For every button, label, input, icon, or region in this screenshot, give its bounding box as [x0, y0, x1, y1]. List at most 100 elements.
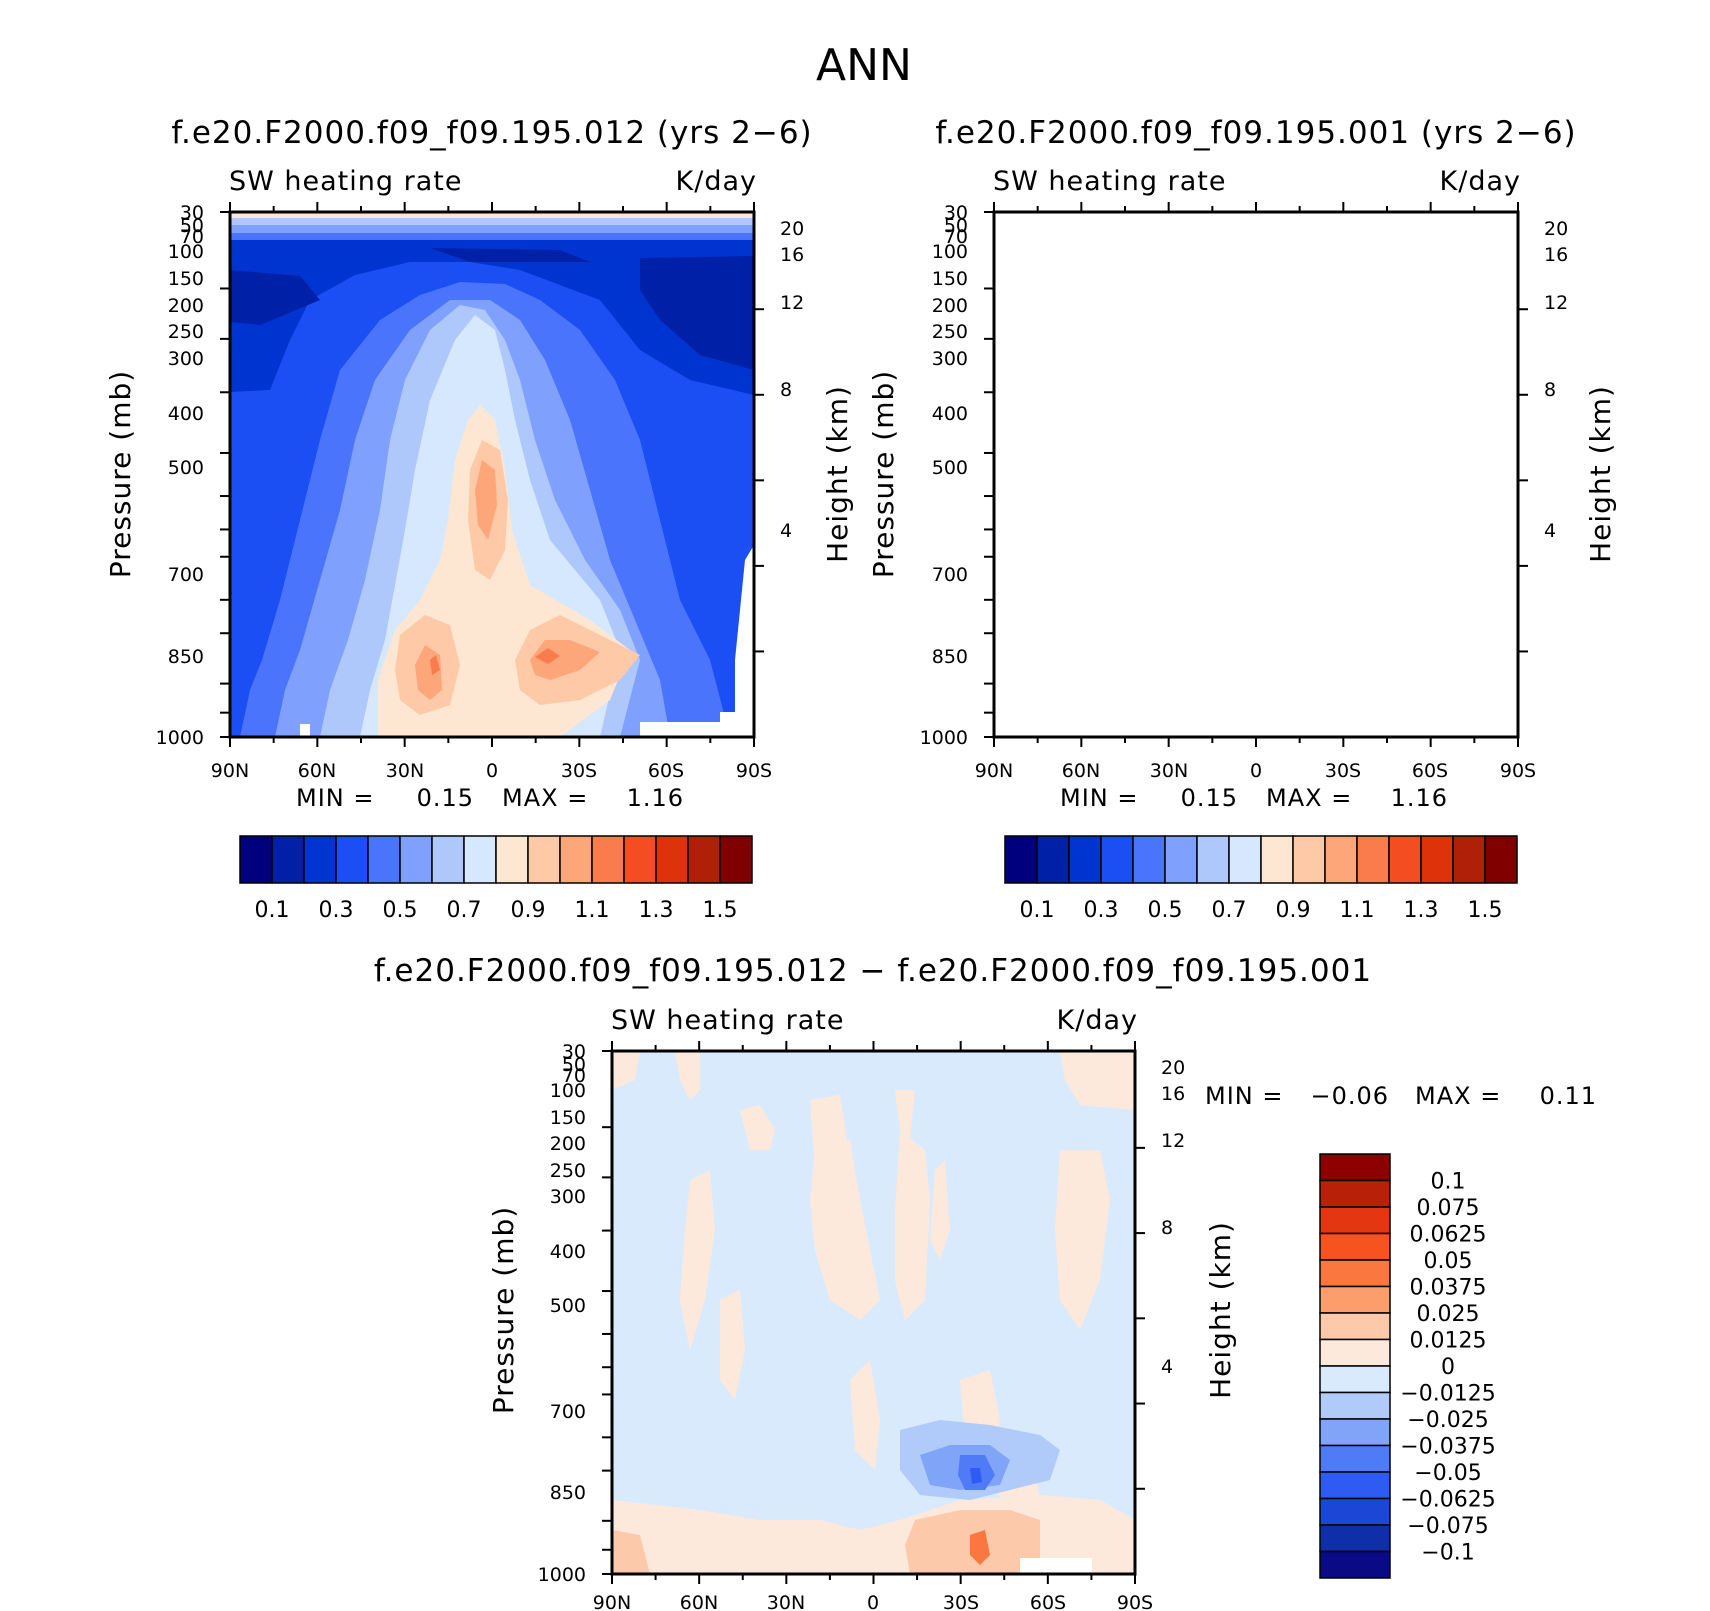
colorbar-label: 0.1	[255, 898, 290, 923]
colorbar-label: −0.0125	[1400, 1382, 1495, 1407]
tick-label: 4	[1161, 1356, 1173, 1378]
upper-band-4	[230, 233, 754, 240]
tick-label: 150	[168, 268, 204, 290]
colorbar-label: 0.3	[1084, 898, 1119, 923]
tick-label: 1000	[538, 1564, 586, 1586]
tick-label: 90N	[211, 760, 249, 782]
left-tick-marks	[984, 211, 994, 738]
contour-field	[994, 212, 1518, 737]
tick-label: 100	[550, 1080, 586, 1102]
upper-band	[230, 212, 754, 218]
left-tick-marks	[220, 211, 230, 738]
variable-label: SW heating rate	[229, 166, 462, 197]
tick-label: 50	[180, 215, 204, 237]
min-value: 0.15	[1181, 784, 1238, 812]
tick-label: 500	[168, 457, 204, 479]
max-label: MAX =	[502, 784, 588, 812]
colorbar-box	[1319, 1497, 1391, 1526]
tick-label: 0	[867, 1592, 879, 1611]
panel-control: f.e20.F2000.f09_f09.195.001 (yrs 2−6) SW…	[867, 115, 1617, 923]
tick-label: 30S	[943, 1592, 979, 1611]
colorbar-label: 0.05	[1424, 1249, 1473, 1274]
units-label: K/day	[676, 166, 757, 197]
upper-band-4	[994, 233, 1518, 240]
pressure-tick-labels: 30 50 70 100 150 200 250 300 400 500 700…	[538, 1041, 586, 1586]
colorbar-box	[1292, 835, 1326, 884]
colorbar-box	[1196, 835, 1230, 884]
contour-fill-positive-05	[970, 1530, 990, 1565]
colorbar-labels: 0.10.0750.06250.050.03750.0250.01250−0.0…	[1400, 1170, 1495, 1566]
colorbar-label: 1.1	[1340, 898, 1375, 923]
missing-data	[1020, 1558, 1092, 1574]
tick-label: 12	[1161, 1130, 1185, 1152]
contour-fill-level-1	[994, 240, 1518, 395]
colorbar-box	[1319, 1471, 1391, 1500]
colorbar-box	[1068, 835, 1102, 884]
tick-label: 90S	[1117, 1592, 1153, 1611]
latitude-tick-labels: 90N 60N 30N 0 30S 60S 90S	[593, 1592, 1153, 1611]
tick-label: 400	[932, 403, 968, 425]
tick-label: 20	[1544, 218, 1568, 240]
colorbar-label: 0.7	[447, 898, 482, 923]
colorbar-label: −0.1	[1421, 1541, 1474, 1566]
colorbar-box	[687, 835, 721, 884]
tick-label: 30	[180, 202, 204, 224]
min-value: −0.06	[1310, 1082, 1389, 1110]
tick-label: 200	[550, 1133, 586, 1155]
colorbar-box	[303, 835, 337, 884]
bottom-tick-marks	[229, 202, 755, 747]
colorbar-box	[1036, 835, 1070, 884]
colorbar-box	[719, 835, 753, 884]
min-label: MIN =	[296, 784, 374, 812]
stats-line: MIN = 0.15 MAX = 1.16	[1060, 784, 1447, 812]
tick-label: 20	[1161, 1057, 1185, 1079]
panel-difference: f.e20.F2000.f09_f09.195.012 − f.e20.F200…	[374, 953, 1596, 1611]
contour-fill-level-6	[1124, 315, 1384, 737]
colorbar-label: 0.3	[319, 898, 354, 923]
tick-label: 70	[562, 1065, 586, 1087]
colorbar-label: 0.025	[1417, 1302, 1480, 1327]
colorbar-box	[1319, 1153, 1391, 1182]
contour-field	[612, 1051, 1135, 1574]
tick-label: 150	[550, 1107, 586, 1129]
min-label: MIN =	[1060, 784, 1138, 812]
colorbar-box	[1484, 835, 1518, 884]
tick-label: 90S	[736, 760, 772, 782]
bottom-tick-marks	[993, 202, 1519, 747]
colorbar-box	[559, 835, 593, 884]
y-axis-label: Pressure (mb)	[104, 370, 137, 578]
colorbar-box	[1319, 1206, 1391, 1235]
colorbar-label: 0	[1441, 1355, 1455, 1380]
colorbar-case	[239, 835, 753, 884]
units-label: K/day	[1057, 1005, 1138, 1036]
colorbar-label: 0.0625	[1410, 1223, 1487, 1248]
tick-label: 30	[562, 1041, 586, 1063]
tick-label: 30	[944, 202, 968, 224]
tick-label: 300	[932, 348, 968, 370]
colorbar-label: 1.5	[1468, 898, 1503, 923]
tick-label: 20	[780, 218, 804, 240]
min-label: MIN =	[1205, 1082, 1283, 1110]
y-axis-label: Pressure (mb)	[487, 1206, 520, 1414]
contour-fill-level-9	[1179, 460, 1364, 700]
tick-label: 8	[1161, 1217, 1173, 1239]
contour-fill-level-10	[430, 648, 560, 675]
contour-field	[230, 212, 754, 737]
max-label: MAX =	[1266, 784, 1352, 812]
upper-band-2	[230, 218, 754, 225]
colorbar-label: 1.1	[575, 898, 610, 923]
tick-label: 250	[932, 321, 968, 343]
contour-fill-positive	[612, 1051, 1135, 1574]
variable-label: SW heating rate	[611, 1005, 844, 1036]
colorbar-labels: 0.1 0.3 0.5 0.7 0.9 1.1 1.3 1.5	[1020, 898, 1503, 923]
colorbar-box	[1228, 835, 1262, 884]
tick-label: 70	[180, 226, 204, 248]
tick-label: 850	[550, 1482, 586, 1504]
colorbar-box	[1319, 1418, 1391, 1447]
tick-label: 4	[1544, 520, 1556, 542]
colorbar-box	[463, 835, 497, 884]
y2-axis-label: Height (km)	[1584, 385, 1617, 563]
tick-label: 16	[1544, 244, 1568, 266]
colorbar-box	[527, 835, 561, 884]
tick-label: 16	[1161, 1083, 1185, 1105]
